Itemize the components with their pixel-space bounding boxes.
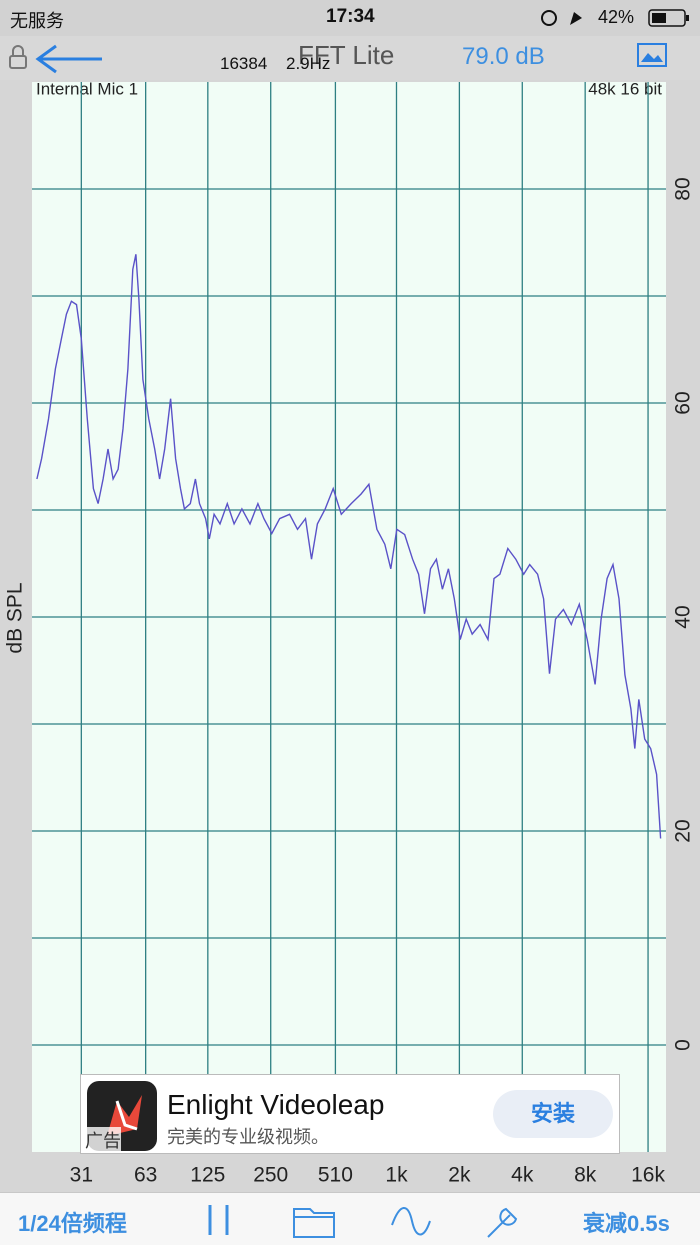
x-tick-label: 2k <box>448 1164 471 1187</box>
ad-banner[interactable]: 广告 Enlight Videoleap 完美的专业级视频。 安装 <box>80 1074 620 1154</box>
clock: 17:34 <box>326 6 375 27</box>
y-tick-label: 0 <box>672 1039 695 1051</box>
x-tick-label: 510 <box>318 1164 353 1187</box>
resolution-button[interactable]: 1/24倍频程 <box>18 1211 127 1236</box>
toolbar-icons[interactable] <box>200 1201 540 1241</box>
format-label: 48k 16 bit <box>588 80 662 98</box>
app-title: FFT Lite <box>298 40 395 70</box>
level: 79.0 dB <box>462 43 545 70</box>
spectrum-chart: Internal Mic 1 48k 16 bit dB SPL 0 20 40 60… <box>4 80 695 1187</box>
input-label: Internal Mic 1 <box>36 80 138 98</box>
ad-badge: 广告 <box>85 1127 121 1153</box>
status-bar: 无服务 17:34 42% <box>0 0 700 36</box>
nav-bar: FFT Lite 16384 2.9Hz 79.0 dB <box>0 36 700 80</box>
x-tick-label: 125 <box>190 1164 225 1187</box>
x-tick-label: 250 <box>253 1164 288 1187</box>
resolution: 2.9Hz <box>286 54 331 73</box>
y-tick-label: 80 <box>672 177 695 200</box>
ad-subtitle: 完美的专业级视频。 <box>167 1127 329 1147</box>
image-button[interactable] <box>636 42 670 70</box>
carrier: 无服务 <box>10 11 64 31</box>
toolbar: 1/24倍频程 衰减0.5s <box>0 1192 700 1245</box>
x-tick-label: 8k <box>574 1164 597 1187</box>
y-tick-label: 40 <box>672 605 695 628</box>
y-axis-label: dB SPL <box>4 582 27 653</box>
x-tick-label: 63 <box>134 1164 157 1187</box>
y-tick-label: 20 <box>672 819 695 842</box>
decay-button[interactable]: 衰减0.5s <box>583 1211 670 1236</box>
install-button[interactable]: 安装 <box>493 1090 613 1138</box>
ad-title: Enlight Videoleap <box>167 1089 385 1120</box>
x-tick-label: 1k <box>385 1164 408 1187</box>
y-tick-label: 60 <box>672 391 695 414</box>
status-icons <box>541 10 582 26</box>
fft-size: 16384 <box>220 54 268 73</box>
battery-icon <box>648 9 689 27</box>
back-controls[interactable] <box>6 42 106 76</box>
x-tick-label: 4k <box>511 1164 534 1187</box>
battery-level: 42% <box>598 7 635 27</box>
x-tick-label: 31 <box>70 1164 93 1187</box>
x-tick-label: 16k <box>631 1164 665 1187</box>
spectrum-line <box>36 254 662 839</box>
